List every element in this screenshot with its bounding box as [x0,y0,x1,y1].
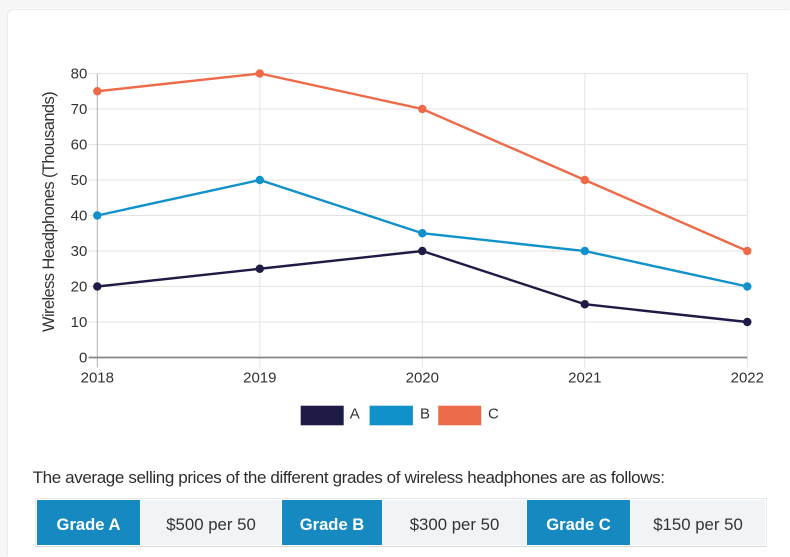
svg-text:B: B [420,405,430,422]
svg-text:0: 0 [79,349,87,366]
svg-text:80: 80 [71,65,88,82]
svg-text:20: 20 [71,278,88,295]
svg-text:2019: 2019 [243,370,276,387]
svg-text:Wireless Headphones (Thousands: Wireless Headphones (Thousands) [40,92,58,332]
svg-text:70: 70 [71,101,88,118]
svg-text:40: 40 [71,207,88,224]
svg-text:A: A [350,405,360,422]
svg-text:30: 30 [71,243,88,260]
svg-text:2022: 2022 [731,370,764,387]
svg-text:C: C [488,405,499,422]
svg-text:2020: 2020 [406,370,439,387]
svg-text:2018: 2018 [81,370,114,387]
svg-text:60: 60 [71,136,88,153]
svg-text:2021: 2021 [568,370,601,387]
svg-text:10: 10 [71,314,88,331]
svg-text:50: 50 [71,172,88,189]
